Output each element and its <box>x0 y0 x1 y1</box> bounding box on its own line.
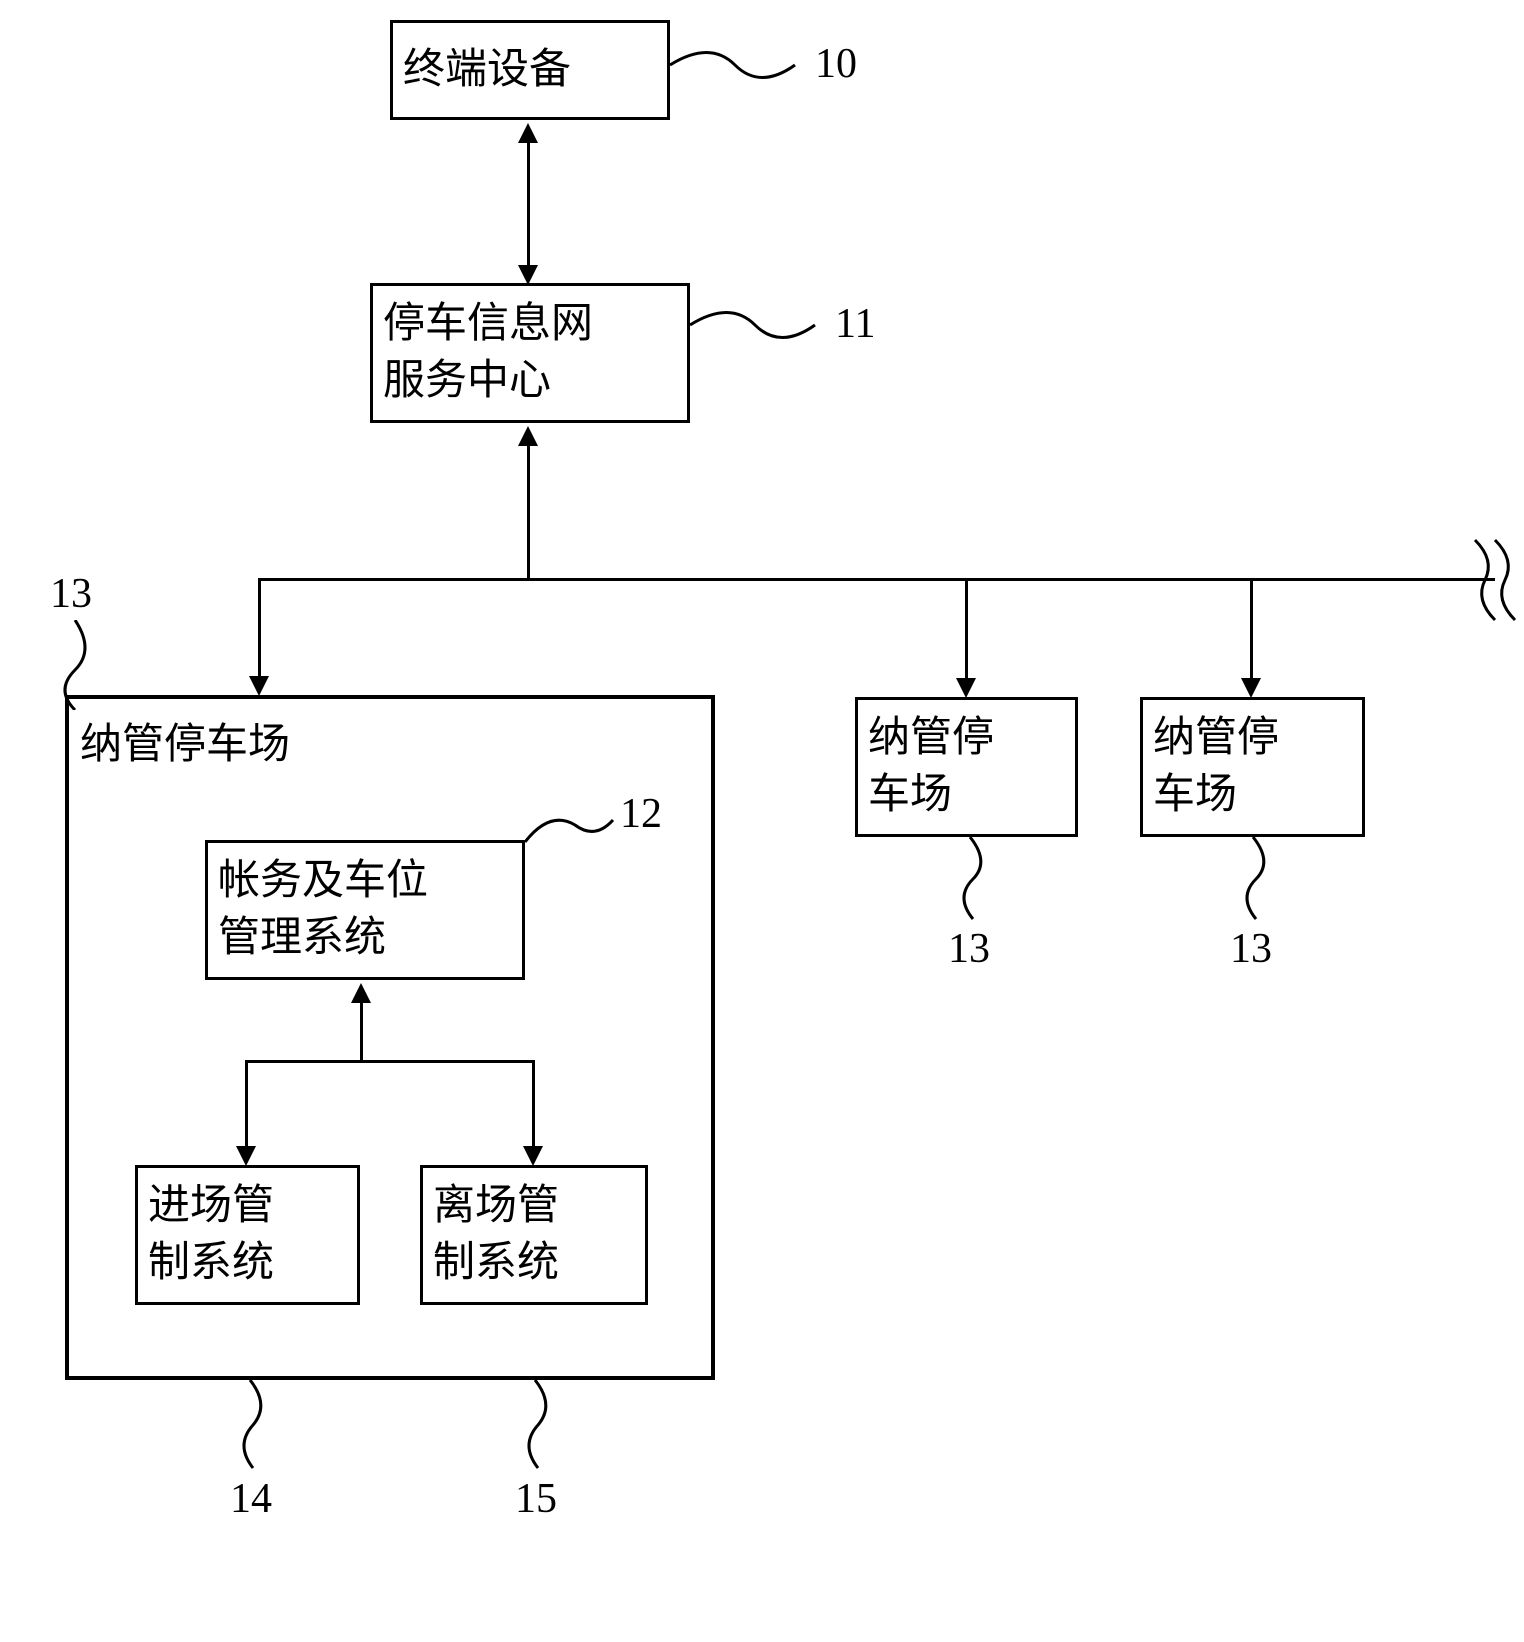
ml2-l2: 车场 <box>868 767 1065 824</box>
ref-15: 15 <box>515 1475 557 1523</box>
accounting-l1: 帐务及车位 <box>218 853 512 910</box>
acct-fork-h <box>245 1060 535 1063</box>
service-center-box: 停车信息网 服务中心 <box>370 283 690 423</box>
ref-10: 10 <box>815 40 857 88</box>
ref-13-left: 13 <box>50 570 92 618</box>
managed-lot-3-box: 纳管停 车场 <box>1140 697 1365 837</box>
ref-12: 12 <box>620 790 662 838</box>
ml3-l1: 纳管停 <box>1153 710 1352 767</box>
accounting-box: 帐务及车位 管理系统 <box>205 840 525 980</box>
accounting-l2: 管理系统 <box>218 910 512 967</box>
ref-14: 14 <box>230 1475 272 1523</box>
service-center-l1: 停车信息网 <box>383 296 677 353</box>
managed-lot-container-label: 纳管停车场 <box>80 710 290 771</box>
leader-curve-14 <box>235 1380 285 1470</box>
leader-curve-11 <box>690 300 820 350</box>
ref-11: 11 <box>835 300 875 348</box>
ref-13-m3: 13 <box>1230 925 1272 973</box>
leader-curve-13-m3 <box>1238 837 1288 922</box>
ml2-l1: 纳管停 <box>868 710 1065 767</box>
arrow-down-1 <box>518 265 538 285</box>
terminal-device-box: 终端设备 <box>390 20 670 120</box>
connector-terminal-service <box>527 140 530 268</box>
service-center-l2: 服务中心 <box>383 353 677 410</box>
exit-l2: 制系统 <box>433 1235 635 1292</box>
managed-lot-2-box: 纳管停 车场 <box>855 697 1078 837</box>
ml3-l2: 车场 <box>1153 767 1352 824</box>
acct-fork-left <box>245 1060 248 1148</box>
drop-2 <box>965 578 968 680</box>
entry-l2: 制系统 <box>148 1235 347 1292</box>
connector-service-bus <box>527 443 530 578</box>
acct-stem <box>360 1000 363 1060</box>
arrow-down-drop1 <box>249 676 269 696</box>
exit-control-box: 离场管 制系统 <box>420 1165 648 1305</box>
entry-control-box: 进场管 制系统 <box>135 1165 360 1305</box>
arrow-down-entry <box>236 1146 256 1166</box>
leader-curve-12 <box>525 790 615 850</box>
drop-3 <box>1250 578 1253 680</box>
bus-line <box>258 578 1495 581</box>
arrow-down-drop3 <box>1241 678 1261 698</box>
arrow-down-exit <box>523 1146 543 1166</box>
ref-13-m2: 13 <box>948 925 990 973</box>
leader-curve-15 <box>520 1380 570 1470</box>
leader-curve-10 <box>670 40 800 90</box>
leader-curve-13-m2 <box>955 837 1005 922</box>
drop-1 <box>258 578 261 678</box>
arrow-down-drop2 <box>956 678 976 698</box>
entry-l1: 进场管 <box>148 1178 347 1235</box>
bus-break-mark <box>1470 530 1524 630</box>
acct-fork-right <box>532 1060 535 1148</box>
terminal-label: 终端设备 <box>403 42 657 99</box>
exit-l1: 离场管 <box>433 1178 635 1235</box>
